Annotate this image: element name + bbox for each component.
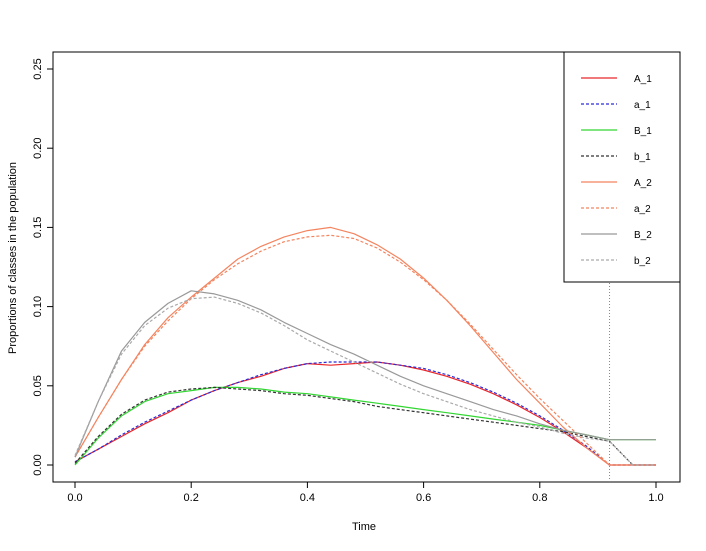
legend-label-b-1: b_1 — [634, 152, 651, 163]
x-tick-label: 0.2 — [184, 492, 199, 504]
axes-layer: 0.0 0.2 0.4 0.6 0.8 1.0 0.00 0.05 0.10 0.15 0.20 0.… — [32, 51, 681, 504]
series-line-A-2 — [74, 226, 656, 466]
series-line-b-2 — [74, 296, 656, 466]
y-tick-label: 0.15 — [32, 217, 44, 238]
y-tick-label: 0.05 — [32, 375, 44, 396]
legend-label-A-1: A_1 — [634, 74, 652, 85]
legend-label-B-1: B_1 — [634, 126, 652, 137]
legend-label-a-1: a_1 — [634, 100, 651, 111]
legend-box — [563, 51, 681, 283]
x-axis-label: Time — [352, 521, 376, 533]
series-line-A-1 — [74, 361, 656, 466]
x-tick-label: 0.8 — [532, 492, 547, 504]
series-line-B-2 — [74, 290, 656, 458]
legend-label-B-2: B_2 — [634, 230, 652, 241]
legend-label-b-2: b_2 — [634, 256, 651, 267]
series-line-a-1 — [74, 361, 656, 466]
legend: A_1 a_1 B_1 b_1 A_2 a_2 B_2 b_2 — [563, 51, 681, 283]
x-tick-label: 0.6 — [416, 492, 431, 504]
y-axis-label: Proportions of classes in the population — [7, 162, 19, 354]
y-tick-label: 0.20 — [32, 137, 44, 158]
x-tick-label: 0.0 — [67, 492, 82, 504]
y-tick-label: 0.10 — [32, 296, 44, 317]
legend-label-A-2: A_2 — [634, 178, 652, 189]
series-line-a-2 — [74, 234, 656, 466]
legend-label-a-2: a_2 — [634, 204, 651, 215]
y-tick-label: 0.00 — [32, 454, 44, 475]
x-tick-label: 0.4 — [300, 492, 315, 504]
x-tick-label: 1.0 — [648, 492, 663, 504]
series-layer — [74, 226, 656, 466]
y-tick-label: 0.25 — [32, 58, 44, 79]
